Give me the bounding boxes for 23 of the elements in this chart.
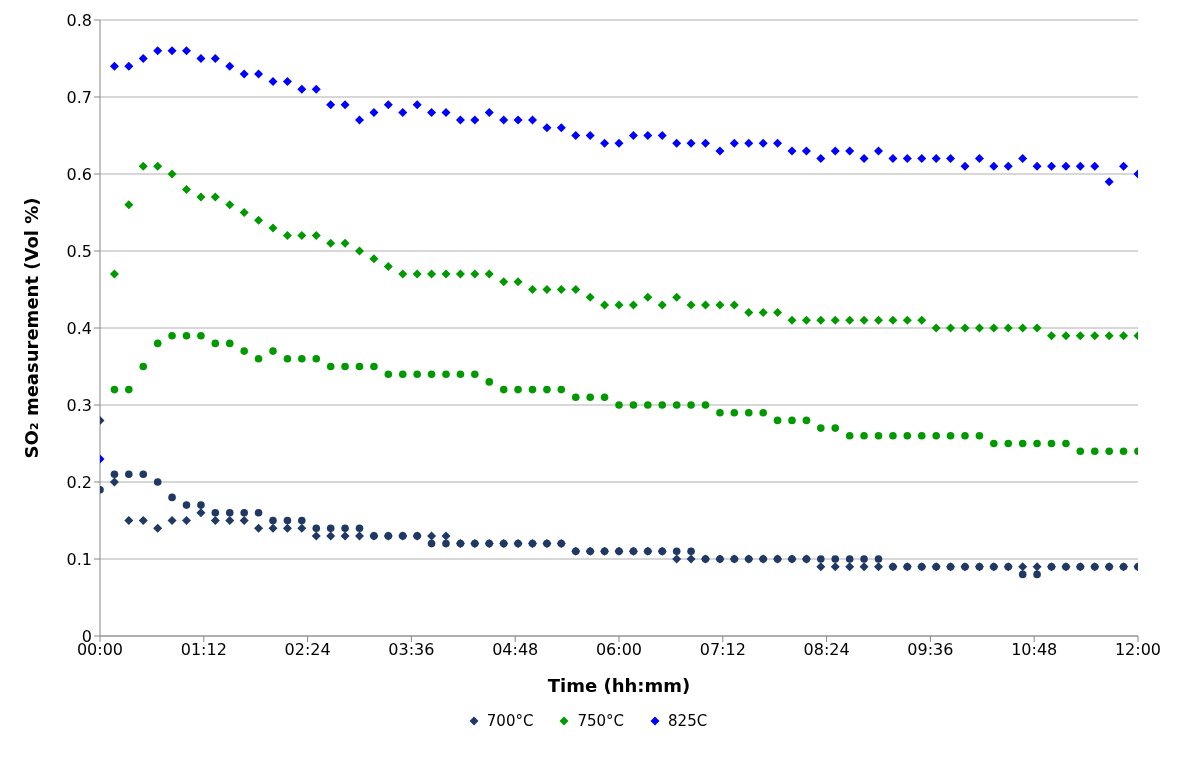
legend-label: 825C bbox=[668, 712, 708, 730]
x-tick-label: 04:48 bbox=[492, 640, 539, 660]
y-tick-label: 0.3 bbox=[66, 395, 92, 415]
x-tick-label: 02:24 bbox=[284, 640, 331, 660]
y-tick-label: 0.7 bbox=[66, 87, 92, 107]
legend-label: 700°C bbox=[486, 712, 534, 730]
x-axis-title: Time (hh:mm) bbox=[547, 675, 691, 696]
y-tick-label: 0.1 bbox=[66, 549, 92, 569]
x-tick-label: 07:12 bbox=[699, 640, 746, 660]
x-tick-label: 06:00 bbox=[595, 640, 643, 660]
y-axis-title: SO₂ measurement (Vol %) bbox=[21, 197, 43, 459]
x-tick-label: 10:48 bbox=[1011, 640, 1058, 660]
legend-label: 750°C bbox=[577, 712, 625, 730]
x-tick-label: 03:36 bbox=[388, 640, 435, 660]
x-tick-label: 09:36 bbox=[907, 640, 954, 660]
y-tick-label: 0.2 bbox=[66, 472, 92, 492]
x-tick-label: 01:12 bbox=[180, 640, 227, 660]
x-tick-label: 08:24 bbox=[803, 640, 850, 660]
y-tick-label: 0.8 bbox=[66, 10, 92, 30]
y-tick-label: 0.5 bbox=[66, 241, 92, 261]
x-tick-label: 12:00 bbox=[1114, 640, 1162, 660]
y-tick-label: 0.6 bbox=[66, 164, 92, 184]
y-tick-label: 0.4 bbox=[66, 318, 92, 338]
